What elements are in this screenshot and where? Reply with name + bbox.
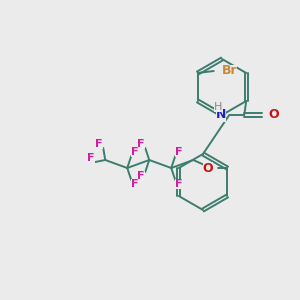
Text: F: F — [131, 179, 139, 189]
Text: F: F — [95, 139, 103, 149]
Text: F: F — [176, 147, 183, 157]
Text: F: F — [137, 171, 145, 181]
Text: O: O — [268, 109, 279, 122]
Text: F: F — [88, 153, 95, 163]
Text: O: O — [202, 161, 213, 175]
Text: F: F — [137, 139, 145, 149]
Text: F: F — [176, 179, 183, 189]
Text: N: N — [216, 109, 226, 122]
Text: H: H — [214, 102, 222, 112]
Text: Br: Br — [222, 64, 237, 77]
Text: F: F — [131, 147, 139, 157]
